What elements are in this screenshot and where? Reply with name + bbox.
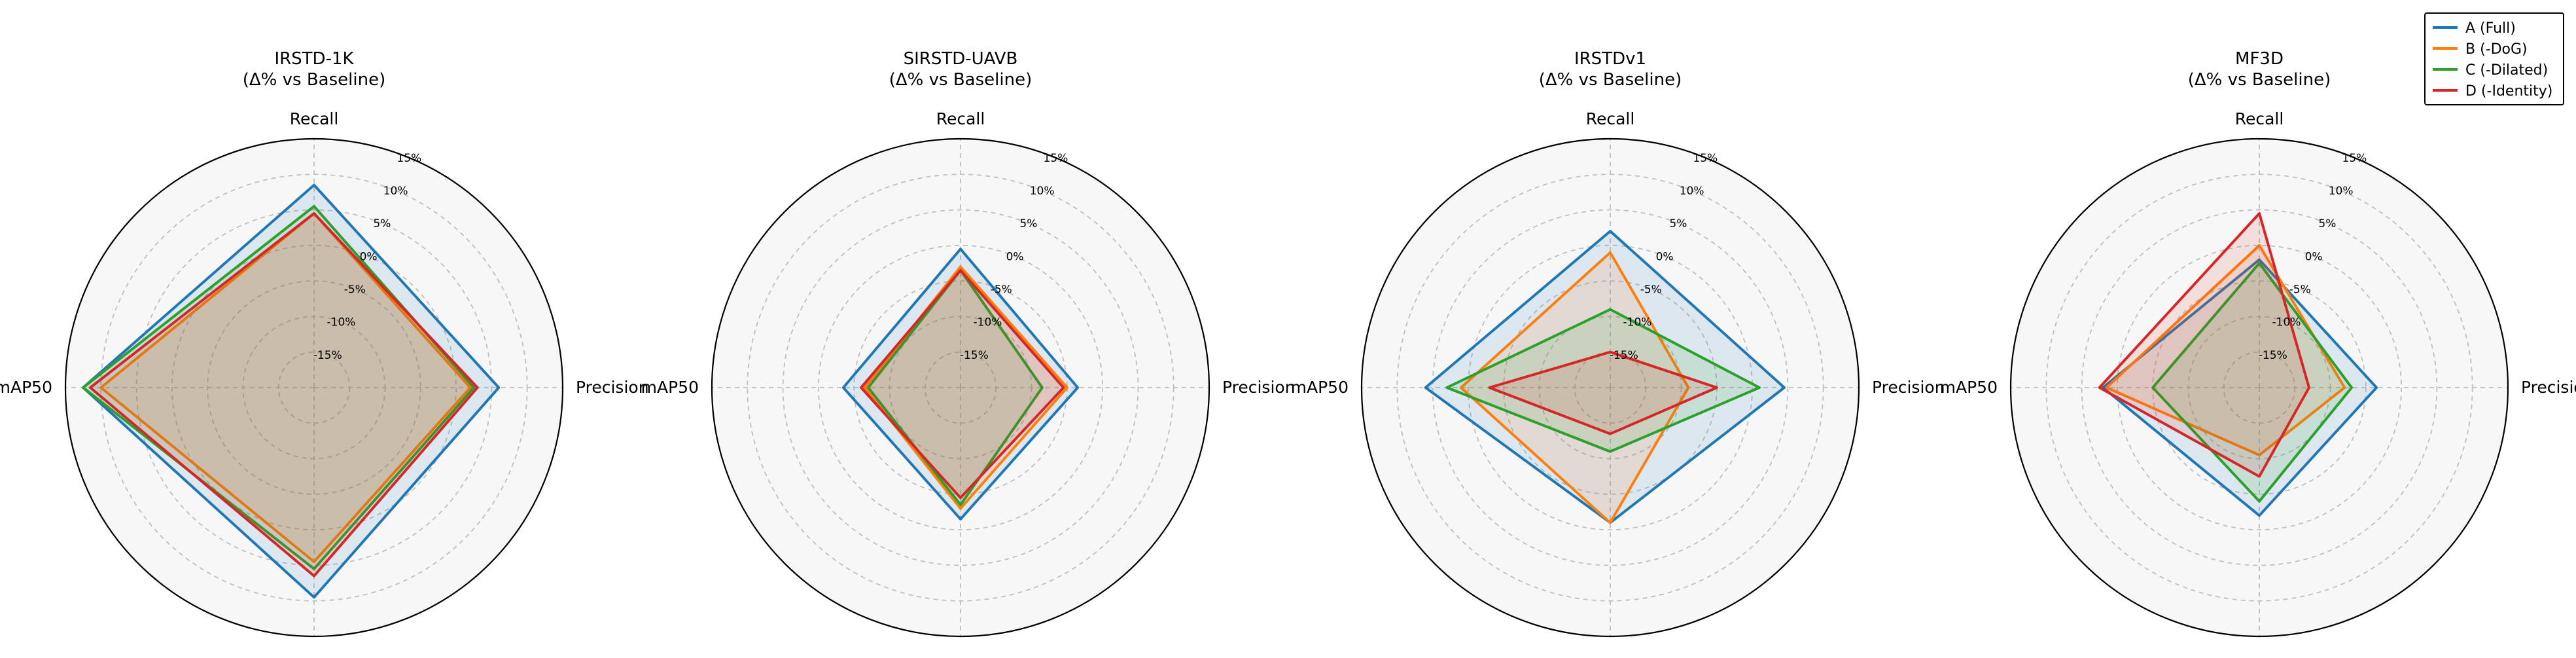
series-fill-1 bbox=[1425, 231, 1784, 523]
grid-circle bbox=[2081, 209, 2438, 566]
series-fill-1 bbox=[83, 185, 499, 598]
axis-label-precision: Precision bbox=[2521, 378, 2576, 397]
series-line-1 bbox=[841, 247, 1080, 521]
grid-circle bbox=[1467, 244, 1754, 531]
r-tick-label: -15% bbox=[313, 349, 342, 362]
axis-label-map50: mAP50 bbox=[1291, 378, 1349, 397]
grid-circle bbox=[135, 209, 493, 566]
series-fill-2 bbox=[101, 213, 470, 562]
legend: A (Full) B (-DoG) C (-Dilated) D (-Identity… bbox=[2424, 12, 2564, 105]
r-tick-label: 10% bbox=[383, 185, 408, 198]
series-line-1 bbox=[2102, 258, 2378, 517]
series-line-2 bbox=[1460, 251, 1690, 524]
r-tick-label: -10% bbox=[974, 316, 1002, 329]
r-tick-label: 5% bbox=[1019, 217, 1037, 230]
radar-chart-3: -15% -10% -5% 0% 5% 10% 15% Recall Precision mAP5… bbox=[1291, 49, 1945, 638]
r-tick-label: 15% bbox=[397, 152, 422, 165]
radar-frame bbox=[2009, 137, 2509, 638]
r-tick-label: 5% bbox=[373, 217, 391, 230]
radar-frame bbox=[1360, 137, 1860, 638]
legend-label-1: A (Full) bbox=[2465, 20, 2516, 37]
chart-subtitle: (Δ% vs Baseline) bbox=[889, 70, 1032, 90]
radar-chart-2: -15% -10% -5% 0% 5% 10% 15% Recall Precision mAP5… bbox=[641, 49, 1296, 638]
axis-label-recall: Recall bbox=[290, 109, 339, 128]
axis-label-recall: Recall bbox=[936, 109, 985, 128]
r-tick-label: 0% bbox=[1006, 250, 1024, 263]
radar-chart-4: -15% -10% -5% 0% 5% 10% 15% Recall Precision mAP5… bbox=[1940, 49, 2576, 638]
series-fill-3 bbox=[868, 270, 1042, 505]
chart-title: MF3D bbox=[2235, 49, 2284, 69]
grid-circle bbox=[1432, 209, 1789, 566]
r-tick-label: -5% bbox=[344, 283, 366, 297]
r-tick-label: -5% bbox=[2289, 283, 2311, 297]
axis-label-recall: Recall bbox=[1586, 109, 1635, 128]
series-line-4 bbox=[1488, 350, 1718, 435]
axis-label-precision: Precision bbox=[1222, 378, 1296, 397]
series-fill-4 bbox=[90, 213, 478, 576]
axis-label-map50: mAP50 bbox=[641, 378, 699, 397]
series-line-4 bbox=[89, 212, 479, 577]
r-tick-label: -10% bbox=[327, 316, 356, 329]
radar-frame bbox=[711, 137, 1210, 638]
r-tick-label: 0% bbox=[360, 250, 378, 263]
r-tick-label: -15% bbox=[1610, 349, 1638, 362]
r-tick-label: 10% bbox=[2329, 185, 2354, 198]
axis-label-precision: Precision bbox=[576, 378, 649, 397]
radar-chart-1: -15% -10% -5% 0% 5% 10% 15% Recall Precision mAP5… bbox=[0, 49, 649, 638]
axis-label-recall: Recall bbox=[2235, 109, 2284, 128]
r-tick-label: -5% bbox=[1640, 283, 1662, 297]
r-tick-label: 0% bbox=[2305, 250, 2323, 263]
series-fill-4 bbox=[2099, 213, 2309, 477]
r-tick-label: 15% bbox=[1044, 152, 1068, 165]
chart-subtitle: (Δ% vs Baseline) bbox=[243, 70, 385, 90]
series-fill-4 bbox=[1489, 352, 1717, 434]
series-fill-1 bbox=[2103, 259, 2377, 516]
chart-subtitle: (Δ% vs Baseline) bbox=[2188, 70, 2331, 90]
r-tick-label: 5% bbox=[2318, 217, 2336, 230]
series-line-2 bbox=[99, 212, 472, 563]
grid-circle bbox=[2116, 244, 2403, 531]
legend-label-3: C (-Dilated) bbox=[2465, 62, 2548, 79]
r-tick-label: 5% bbox=[1669, 217, 1687, 230]
r-tick-label: -10% bbox=[2272, 316, 2301, 329]
axis-label-map50: mAP50 bbox=[1940, 378, 1998, 397]
r-tick-label: 10% bbox=[1680, 185, 1704, 198]
series-fill-3 bbox=[1447, 309, 1759, 452]
radar-frame bbox=[64, 137, 564, 638]
axis-label-map50: mAP50 bbox=[0, 378, 52, 397]
r-tick-label: -5% bbox=[991, 283, 1012, 297]
grid-circle bbox=[817, 244, 1104, 531]
r-tick-label: 15% bbox=[1693, 152, 1718, 165]
series-line-4 bbox=[2098, 212, 2310, 478]
axis-label-precision: Precision bbox=[1872, 378, 1945, 397]
chart-title: IRSTDv1 bbox=[1574, 49, 1646, 69]
r-tick-label: -15% bbox=[2259, 349, 2287, 362]
series-line-3 bbox=[1445, 308, 1761, 453]
chart-title: SIRSTD-UAVB bbox=[904, 49, 1018, 69]
grid-circle bbox=[171, 244, 457, 531]
series-line-1 bbox=[82, 183, 501, 599]
r-tick-label: 10% bbox=[1030, 185, 1055, 198]
series-fill-3 bbox=[83, 206, 474, 569]
r-tick-label: 0% bbox=[1656, 250, 1674, 263]
legend-label-2: B (-DoG) bbox=[2465, 41, 2528, 58]
chart-title: IRSTD-1K bbox=[274, 49, 354, 69]
series-line-4 bbox=[860, 268, 1065, 500]
r-tick-label: -15% bbox=[960, 349, 989, 362]
grid-circle bbox=[782, 209, 1139, 566]
series-line-3 bbox=[2151, 262, 2354, 503]
r-tick-label: 15% bbox=[2342, 152, 2367, 165]
chart-subtitle: (Δ% vs Baseline) bbox=[1539, 70, 1682, 90]
series-line-3 bbox=[866, 268, 1044, 507]
legend-box bbox=[2424, 12, 2564, 105]
legend-label-4: D (-Identity) bbox=[2465, 83, 2552, 100]
r-tick-label: -10% bbox=[1623, 316, 1652, 329]
